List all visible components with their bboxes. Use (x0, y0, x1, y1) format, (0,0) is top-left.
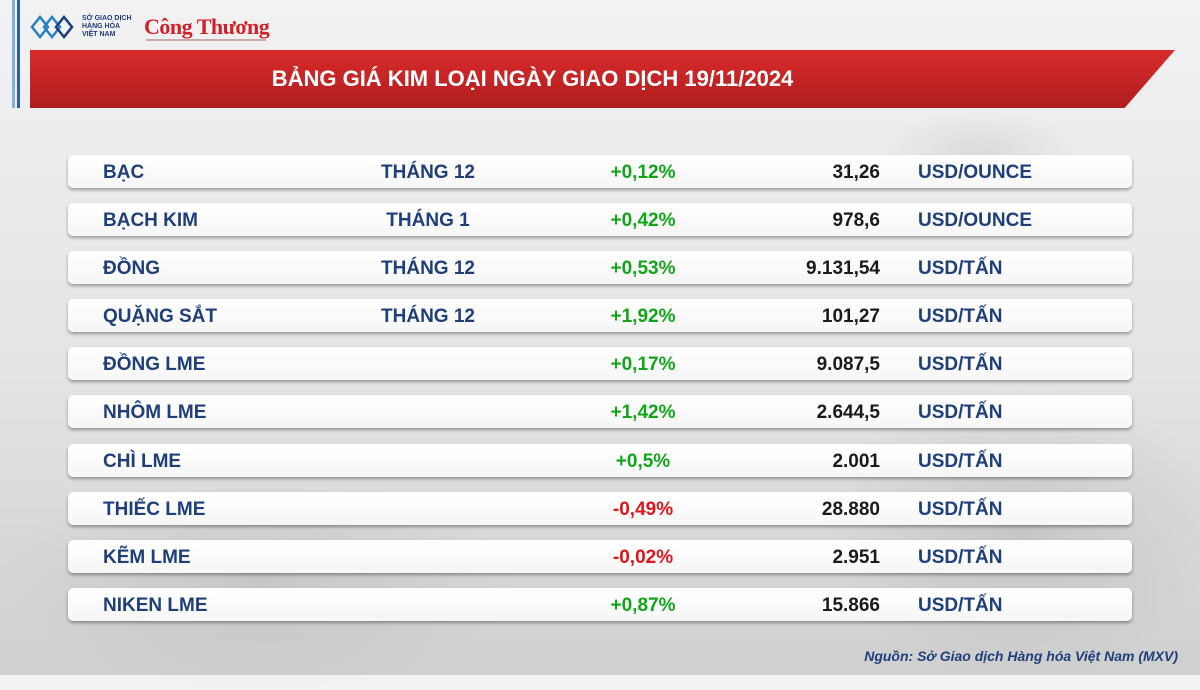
table-row: CHÌ LME +0,5% 2.001 USD/TẤN (68, 444, 1132, 477)
table-row: BẠCH KIM THÁNG 1 +0,42% 978,6 USD/OUNCE (68, 203, 1132, 236)
price-change: +0,12% (610, 162, 676, 183)
commodity-name: BẠCH KIM (103, 210, 198, 231)
contract-month: THÁNG 1 (386, 210, 470, 231)
price-unit: USD/TẤN (918, 499, 1003, 520)
partner-logo-underline (146, 39, 266, 41)
header-logos: SỞ GIAO DỊCH HÀNG HÓA VIỆT NAM Công Thươ… (30, 8, 270, 46)
commodity-name: THIẾC LME (103, 499, 206, 520)
table-row: ĐỒNG THÁNG 12 +0,53% 9.131,54 USD/TẤN (68, 251, 1132, 284)
price-value: 2.644,5 (816, 402, 880, 423)
table-row: NHÔM LME +1,42% 2.644,5 USD/TẤN (68, 395, 1132, 428)
contract-month: THÁNG 12 (381, 258, 475, 279)
price-change: +0,87% (610, 595, 676, 616)
price-unit: USD/OUNCE (918, 162, 1033, 183)
commodity-name: CHÌ LME (103, 451, 182, 472)
commodity-name: NIKEN LME (103, 595, 208, 616)
commodity-name: ĐỒNG (103, 258, 160, 279)
price-unit: USD/TẤN (918, 595, 1003, 616)
background-shade (820, 380, 1200, 680)
price-unit: USD/TẤN (918, 354, 1003, 375)
price-value: 9.131,54 (806, 258, 880, 279)
table-row: KẼM LME -0,02% 2.951 USD/TẤN (68, 540, 1132, 573)
commodity-name: ĐỒNG LME (103, 354, 206, 375)
price-value: 15.866 (821, 595, 880, 616)
contract-month: THÁNG 12 (381, 306, 475, 327)
price-value: 2.951 (832, 547, 880, 568)
price-unit: USD/TẤN (918, 547, 1003, 568)
mxv-logo-text: SỞ GIAO DỊCH HÀNG HÓA VIỆT NAM (82, 15, 132, 38)
table-row: NIKEN LME +0,87% 15.866 USD/TẤN (68, 588, 1132, 621)
price-change: +0,42% (610, 210, 676, 231)
price-change: +0,53% (610, 258, 676, 279)
title-banner (30, 50, 1175, 108)
price-value: 9.087,5 (816, 354, 880, 375)
partner-logo: Công Thương (144, 14, 270, 41)
commodity-name: KẼM LME (103, 547, 191, 568)
price-change: +1,42% (610, 402, 676, 423)
price-change: +1,92% (610, 306, 676, 327)
price-change: -0,49% (612, 499, 674, 520)
mxv-logo-icon (30, 14, 74, 40)
table-row: THIẾC LME -0,49% 28.880 USD/TẤN (68, 492, 1132, 525)
price-change: +0,5% (615, 451, 671, 472)
source-note: Nguồn: Sở Giao dịch Hàng hóa Việt Nam (M… (864, 648, 1178, 664)
price-value: 2.001 (832, 451, 880, 472)
contract-month: THÁNG 12 (381, 162, 475, 183)
price-unit: USD/TẤN (918, 258, 1003, 279)
table-row: BẠC THÁNG 12 +0,12% 31,26 USD/OUNCE (68, 155, 1132, 188)
price-change: -0,02% (612, 547, 674, 568)
partner-logo-text: Công Thương (144, 14, 270, 39)
table-row: QUẶNG SẮT THÁNG 12 +1,92% 101,27 USD/TẤN (68, 299, 1132, 332)
commodity-name: BẠC (103, 162, 145, 183)
price-change: +0,17% (610, 354, 676, 375)
price-value: 28.880 (821, 499, 880, 520)
page-title: BẢNG GIÁ KIM LOẠI NGÀY GIAO DỊCH 19/11/2… (271, 66, 794, 91)
commodity-name: NHÔM LME (103, 402, 207, 423)
price-unit: USD/TẤN (918, 306, 1003, 327)
price-unit: USD/TẤN (918, 402, 1003, 423)
left-accent-strip (12, 0, 20, 108)
price-value: 978,6 (832, 210, 880, 231)
price-value: 31,26 (832, 162, 880, 183)
price-value: 101,27 (821, 306, 880, 327)
price-unit: USD/TẤN (918, 451, 1003, 472)
table-row: ĐỒNG LME +0,17% 9.087,5 USD/TẤN (68, 347, 1132, 380)
price-unit: USD/OUNCE (918, 210, 1033, 231)
commodity-name: QUẶNG SẮT (103, 306, 217, 327)
